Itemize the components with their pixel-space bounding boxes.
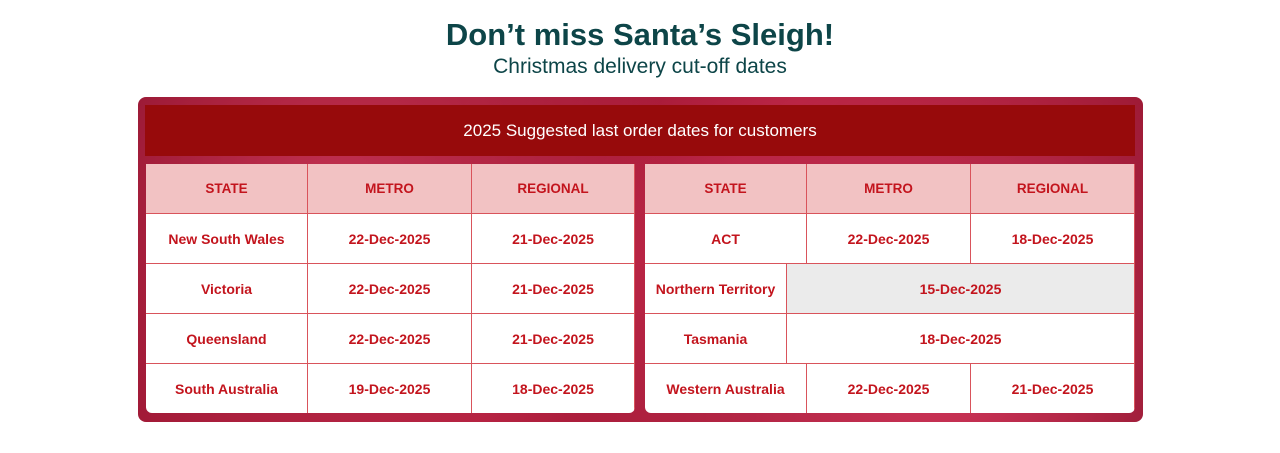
column-header: REGIONAL [472, 164, 635, 214]
page-title: Don’t miss Santa’s Sleigh! [445, 17, 835, 52]
left-table: STATE METRO REGIONAL New South Wales 22-Dec-… [146, 164, 635, 413]
date-cell: 22-Dec-2025 [807, 214, 971, 264]
state-cell: Victoria [146, 264, 308, 314]
date-cell: 22-Dec-2025 [308, 214, 472, 264]
column-header: METRO [308, 164, 472, 214]
date-cell: 21-Dec-2025 [472, 264, 635, 314]
page-subtitle: Christmas delivery cut-off dates [493, 55, 787, 78]
date-cell: 21-Dec-2025 [971, 364, 1135, 413]
state-cell: Queensland [146, 314, 308, 364]
column-header: METRO [807, 164, 971, 214]
date-cell: 21-Dec-2025 [472, 314, 635, 364]
state-cell: Northern Territory [645, 264, 787, 314]
date-cell: 15-Dec-2025 [787, 264, 1135, 314]
state-cell: New South Wales [146, 214, 308, 264]
state-cell: ACT [645, 214, 807, 264]
table-banner: 2025 Suggested last order dates for cust… [145, 105, 1135, 156]
date-cell: 22-Dec-2025 [807, 364, 971, 413]
date-cell: 18-Dec-2025 [472, 364, 635, 413]
date-cell: 22-Dec-2025 [308, 264, 472, 314]
date-cell: 22-Dec-2025 [308, 314, 472, 364]
column-header: REGIONAL [971, 164, 1135, 214]
state-cell: South Australia [146, 364, 308, 413]
date-cell: 21-Dec-2025 [472, 214, 635, 264]
column-header: STATE [146, 164, 308, 214]
date-cell: 18-Dec-2025 [971, 214, 1135, 264]
date-cell: 19-Dec-2025 [308, 364, 472, 413]
right-table: STATE METRO REGIONAL ACT 22-Dec-2025 18-Dec-2… [645, 164, 1135, 413]
state-cell: Western Australia [645, 364, 807, 413]
column-header: STATE [645, 164, 807, 214]
date-cell: 18-Dec-2025 [787, 314, 1135, 364]
state-cell: Tasmania [645, 314, 787, 364]
